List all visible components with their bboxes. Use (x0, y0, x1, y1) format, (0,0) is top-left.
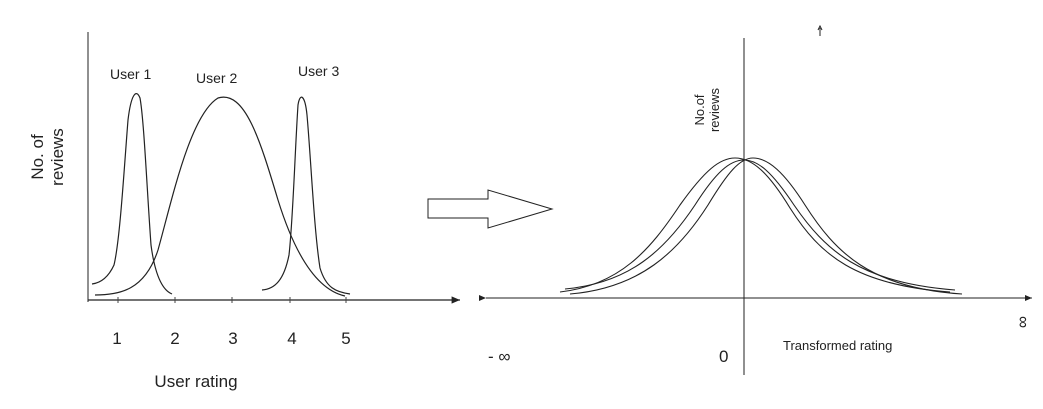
transform-arrow (427, 189, 554, 229)
left-tick-label: 2 (170, 329, 179, 348)
origin-label: 0 (719, 347, 728, 366)
transformed-curve-center (564, 159, 956, 291)
right-ylabel-line2: reviews (707, 87, 722, 132)
transformed-curve-right (569, 157, 963, 295)
transformed-curve-left (559, 157, 951, 293)
left-tick-label: 3 (228, 329, 237, 348)
neg-infinity-label: - ∞ (488, 347, 511, 366)
user1-curve (91, 93, 173, 295)
left-ylabel-line1: No. of (28, 134, 47, 180)
left-tick-label: 5 (341, 329, 350, 348)
pos-infinity-label: ∞ (1014, 316, 1033, 328)
user2-curve (94, 96, 346, 297)
up-arrow-mark (817, 24, 823, 36)
left-tick-marks (117, 297, 347, 303)
user3-label: User 3 (298, 63, 339, 79)
left-tick-label: 4 (287, 329, 296, 348)
user3-curve (261, 96, 351, 295)
right-panel: No.of reviews - ∞ 0 Transformed rating ∞ (479, 24, 1033, 375)
left-xlabel: User rating (154, 372, 237, 391)
left-panel: User 1 User 2 User 3 No. of reviews 1 2 … (28, 32, 460, 391)
left-tick-label: 1 (112, 329, 121, 348)
right-xlabel: Transformed rating (783, 338, 892, 353)
user1-label: User 1 (110, 66, 151, 82)
left-ylabel-line2: reviews (48, 128, 67, 186)
right-ylabel-line1: No.of (692, 94, 707, 125)
user2-label: User 2 (196, 70, 237, 86)
